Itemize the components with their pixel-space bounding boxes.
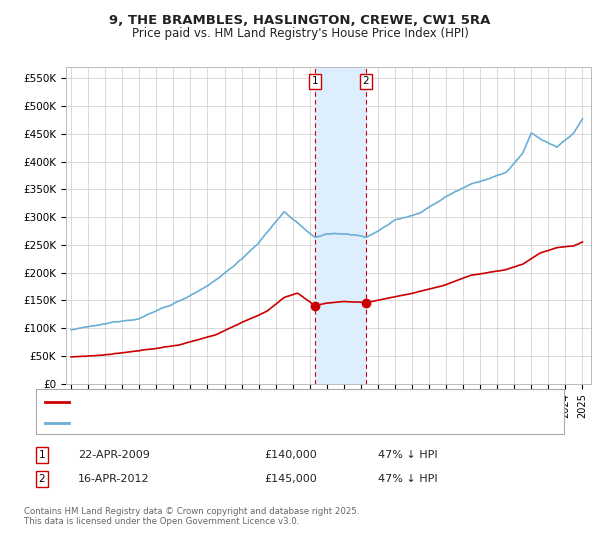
Text: 2: 2 (38, 474, 46, 484)
Text: 9, THE BRAMBLES, HASLINGTON, CREWE, CW1 5RA: 9, THE BRAMBLES, HASLINGTON, CREWE, CW1 … (109, 14, 491, 27)
Text: 22-APR-2009: 22-APR-2009 (78, 450, 150, 460)
Text: HPI: Average price, detached house, Cheshire East: HPI: Average price, detached house, Ches… (75, 418, 340, 428)
Bar (315, 67, 366, 384)
Text: 16-APR-2012: 16-APR-2012 (78, 474, 149, 484)
Text: Contains HM Land Registry data © Crown copyright and database right 2025.
This d: Contains HM Land Registry data © Crown c… (24, 507, 359, 526)
Text: 1: 1 (311, 76, 318, 86)
Text: 1: 1 (38, 450, 46, 460)
Text: 2: 2 (362, 76, 370, 86)
Text: 9, THE BRAMBLES, HASLINGTON, CREWE, CW1 5RA (detached house): 9, THE BRAMBLES, HASLINGTON, CREWE, CW1 … (75, 396, 436, 407)
Text: £145,000: £145,000 (264, 474, 317, 484)
Text: Price paid vs. HM Land Registry's House Price Index (HPI): Price paid vs. HM Land Registry's House … (131, 27, 469, 40)
Text: £140,000: £140,000 (264, 450, 317, 460)
Text: 47% ↓ HPI: 47% ↓ HPI (378, 474, 437, 484)
Text: 47% ↓ HPI: 47% ↓ HPI (378, 450, 437, 460)
